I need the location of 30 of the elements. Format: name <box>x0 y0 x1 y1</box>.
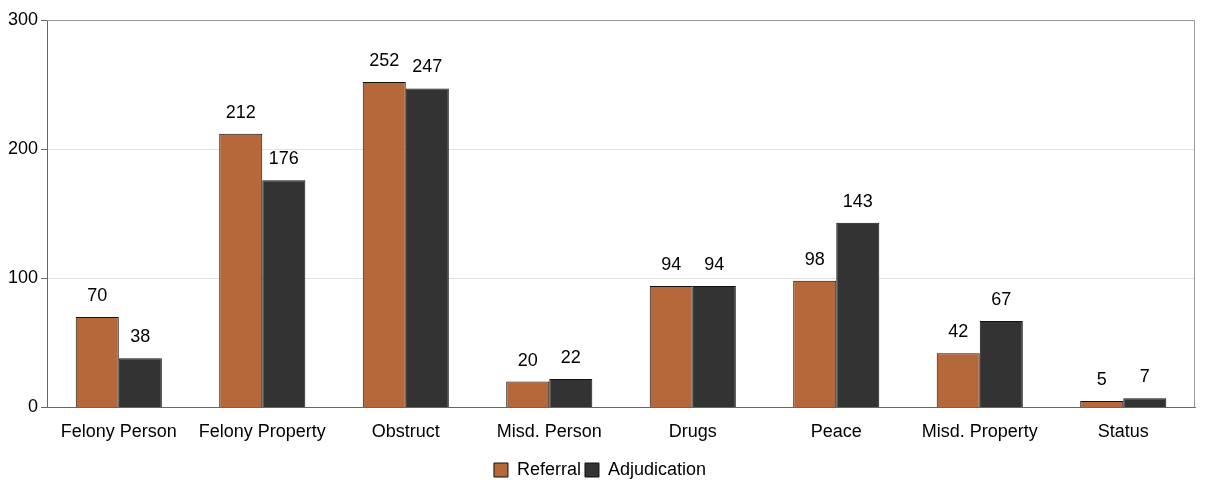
x-tick-label: Felony Person <box>60 421 177 442</box>
data-label: 20 <box>517 349 538 370</box>
data-label: 247 <box>412 56 443 77</box>
data-label: 94 <box>661 253 682 274</box>
data-label: 94 <box>704 253 725 274</box>
y-tick-label: 300 <box>7 8 39 29</box>
data-label: 38 <box>130 326 151 347</box>
x-tick-label: Misd. Property <box>921 421 1038 442</box>
y-tick-label: 0 <box>28 396 39 417</box>
data-label: 176 <box>268 148 299 169</box>
legend-label: Referral <box>516 458 581 479</box>
data-label: 98 <box>804 248 825 269</box>
y-tick-label: 100 <box>7 267 39 288</box>
data-label: 5 <box>1096 368 1107 389</box>
x-tick-label: Drugs <box>668 421 717 442</box>
x-tick-label: Obstruct <box>371 421 440 442</box>
x-tick-label: Felony Property <box>198 421 326 442</box>
x-tick-label: Misd. Person <box>496 421 602 442</box>
data-label: 22 <box>560 346 581 367</box>
data-label: 70 <box>87 284 108 305</box>
data-label: 67 <box>991 288 1012 309</box>
data-label: 42 <box>948 321 969 342</box>
x-tick-label: Status <box>1097 421 1149 442</box>
data-label: 252 <box>369 49 400 70</box>
x-tick-label: Peace <box>810 421 862 442</box>
legend-label: Adjudication <box>607 458 707 479</box>
y-tick-label: 200 <box>7 138 39 159</box>
data-label: 212 <box>225 101 256 122</box>
data-label: 143 <box>842 190 873 211</box>
data-label: 7 <box>1139 366 1150 387</box>
